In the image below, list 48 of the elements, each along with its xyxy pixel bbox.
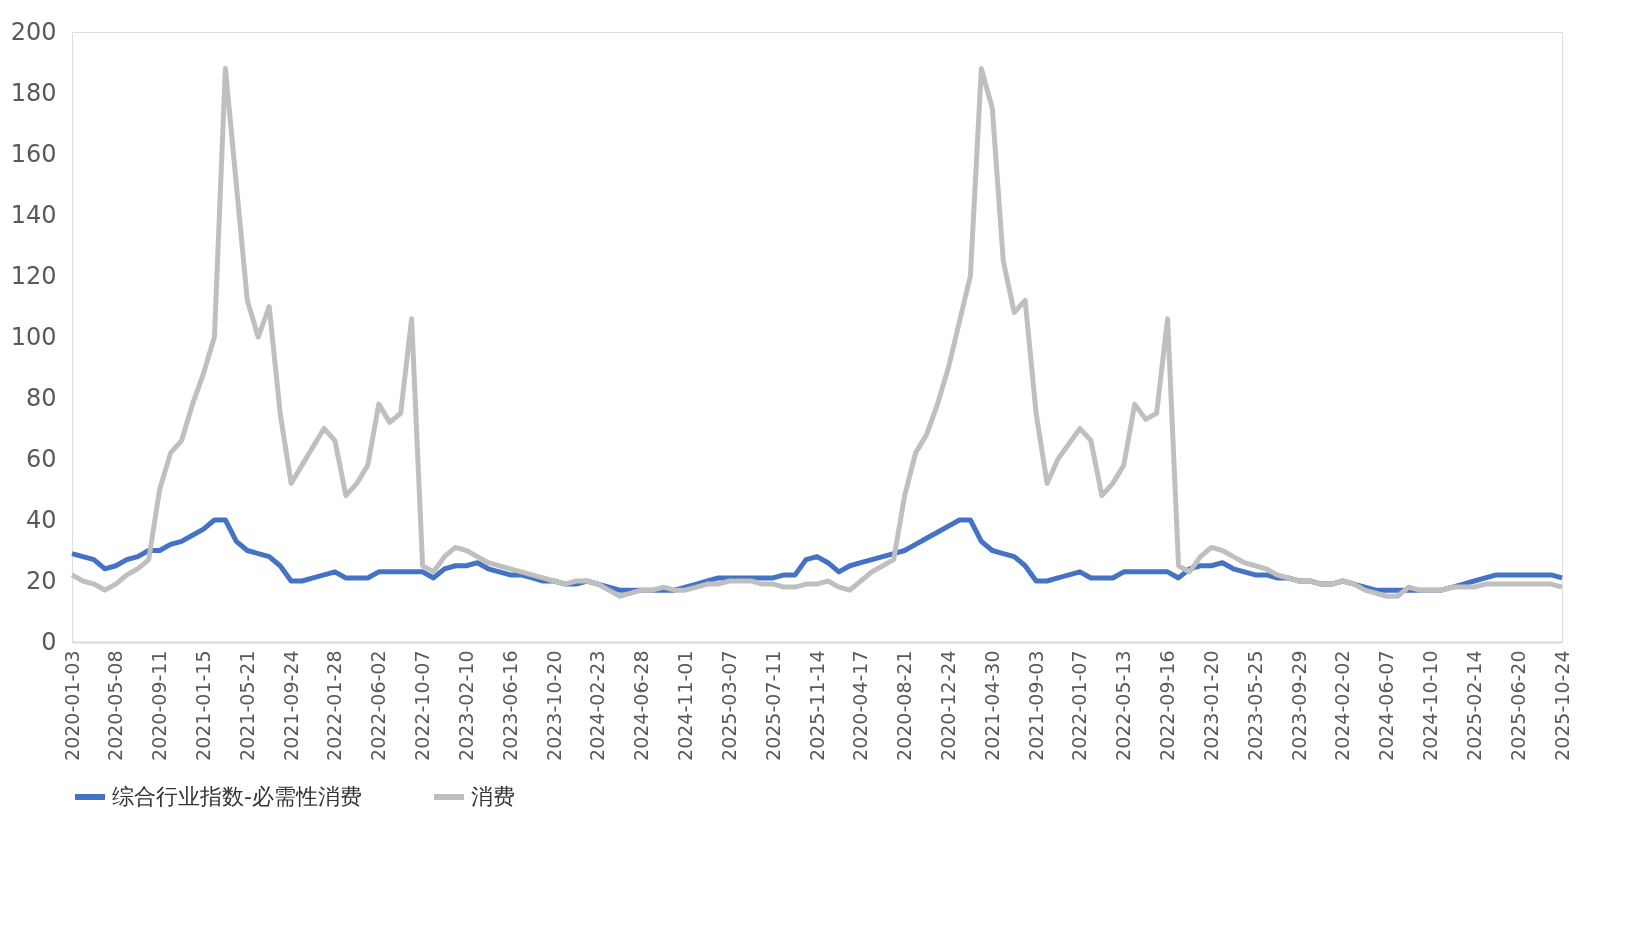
x-tick-label: 2021-01-15: [191, 650, 214, 761]
x-tick-label: 2024-02-23: [586, 650, 609, 761]
x-tick-label: 2023-02-10: [454, 650, 477, 761]
x-tick-label: 2022-06-02: [367, 650, 390, 761]
y-tick-label: 200: [10, 17, 57, 46]
x-tick-label: 2021-04-30: [980, 650, 1003, 761]
y-tick-label: 20: [25, 566, 57, 595]
y-tick-label: 120: [10, 261, 57, 290]
x-tick-label: 2023-06-16: [498, 650, 521, 761]
x-tick-label: 2024-02-02: [1331, 650, 1354, 761]
x-tick-label: 2022-05-13: [1112, 650, 1135, 761]
x-tick-label: 2025-06-20: [1506, 650, 1529, 761]
x-tick-label: 2020-09-11: [148, 650, 171, 761]
y-tick-label: 40: [25, 505, 57, 534]
x-tick-label: 2021-09-03: [1024, 650, 1047, 761]
x-tick-label: 2020-05-08: [104, 650, 127, 761]
x-tick-label: 2020-01-03: [60, 650, 83, 761]
legend-label: 综合行业指数-必需性消费: [112, 784, 362, 809]
legend-label: 消费: [471, 784, 515, 809]
y-tick-label: 180: [10, 78, 57, 107]
y-tick-label: 100: [10, 322, 57, 351]
x-tick-label: 2024-11-01: [674, 650, 697, 761]
x-tick-label: 2020-12-24: [936, 650, 959, 761]
x-tick-label: 2020-04-17: [849, 650, 872, 761]
x-tick-label: 2023-01-20: [1199, 650, 1222, 761]
x-tick-label: 2021-05-21: [235, 650, 258, 761]
x-tick-label: 2022-01-07: [1068, 650, 1091, 761]
x-tick-label: 2022-01-28: [323, 650, 346, 761]
x-tick-label: 2025-10-24: [1550, 650, 1573, 761]
x-tick-label: 2024-06-28: [630, 650, 653, 761]
x-tick-label: 2025-11-14: [805, 650, 828, 761]
x-tick-label: 2020-08-21: [893, 650, 916, 761]
x-tick-label: 2023-09-29: [1287, 650, 1310, 761]
y-tick-label: 60: [25, 444, 57, 473]
x-tick-label: 2024-06-07: [1375, 650, 1398, 761]
y-tick-label: 80: [25, 383, 57, 412]
x-tick-label: 2022-09-16: [1156, 650, 1179, 761]
x-tick-label: 2022-10-07: [411, 650, 434, 761]
x-tick-label: 2025-02-14: [1462, 650, 1485, 761]
x-tick-label: 2023-10-20: [542, 650, 565, 761]
x-tick-label: 2025-03-07: [717, 650, 740, 761]
y-tick-label: 140: [10, 200, 57, 229]
x-tick-label: 2023-05-25: [1243, 650, 1266, 761]
y-tick-label: 160: [10, 139, 57, 168]
x-tick-label: 2021-09-24: [279, 650, 302, 761]
x-tick-label: 2024-10-10: [1419, 650, 1442, 761]
x-tick-label: 2025-07-11: [761, 650, 784, 761]
y-tick-label: 0: [41, 627, 57, 656]
